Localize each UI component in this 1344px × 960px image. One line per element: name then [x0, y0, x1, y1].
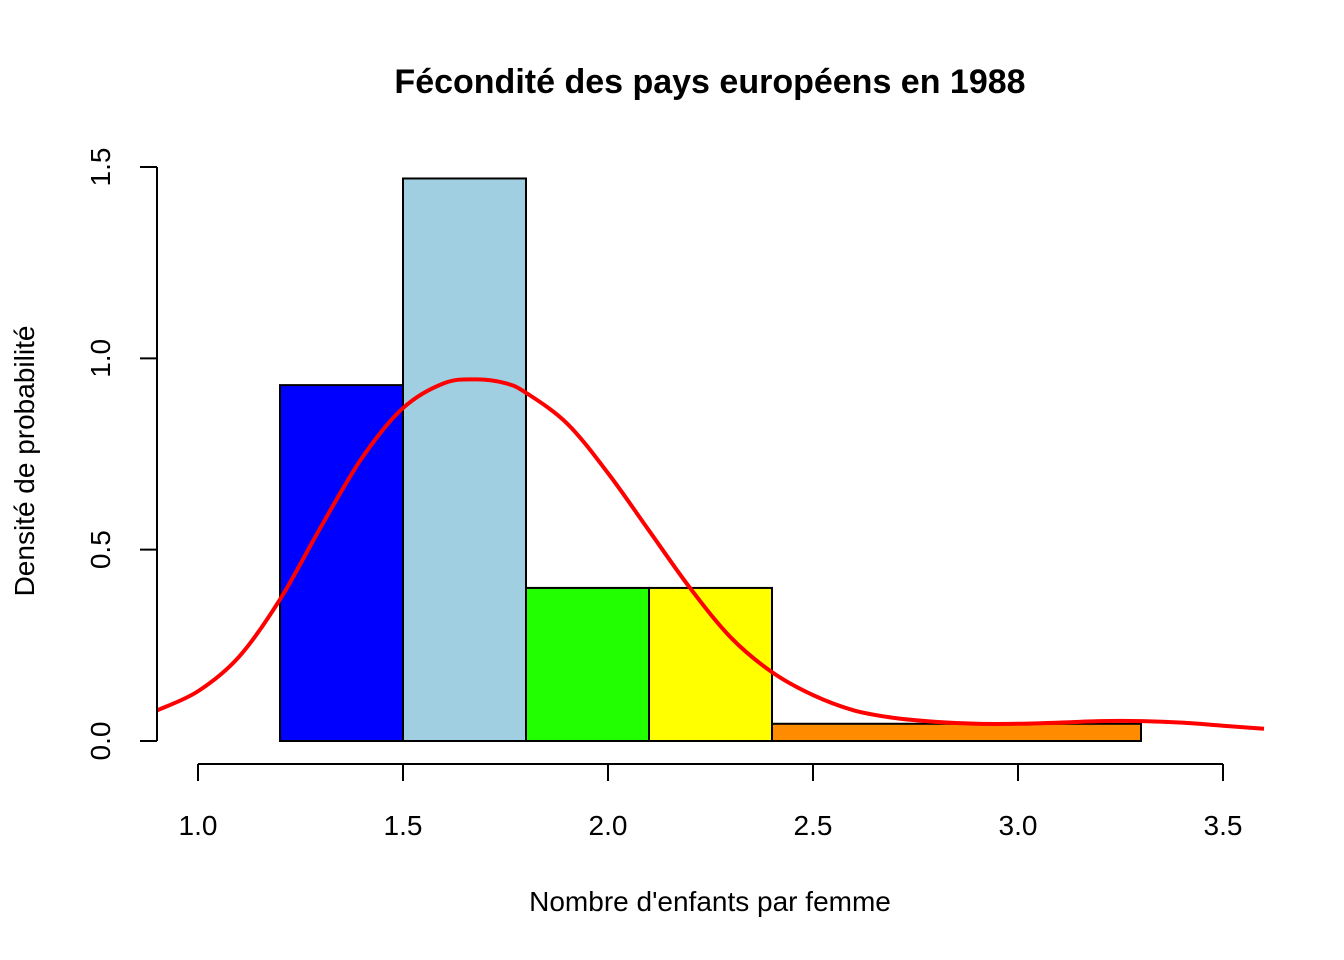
y-tick-label-0: 0.0	[85, 722, 116, 761]
x-tick-label-2: 2.0	[589, 810, 628, 841]
x-tick-label-0: 1.0	[179, 810, 218, 841]
y-axis: 0.0 0.5 1.0 1.5	[85, 148, 158, 761]
x-axis: 1.0 1.5 2.0 2.5 3.0 3.5	[179, 763, 1243, 841]
chart-title: Fécondité des pays européens en 1988	[394, 63, 1025, 101]
density-curve	[156, 377, 1265, 731]
x-tick-label-5: 3.5	[1204, 810, 1243, 841]
x-axis-label: Nombre d'enfants par femme	[529, 886, 891, 917]
y-tick-label-1: 0.5	[85, 530, 116, 569]
x-tick-label-4: 3.0	[999, 810, 1038, 841]
histogram-bar-2	[402, 177, 527, 743]
histogram-bar-3	[525, 586, 650, 743]
histogram-bars	[279, 177, 1142, 743]
y-tick-label-2: 1.0	[85, 339, 116, 378]
density-curve-layer	[156, 377, 1265, 731]
histogram-bar-5	[771, 722, 1142, 743]
x-tick-label-1: 1.5	[384, 810, 423, 841]
y-axis-label: Densité de probabilité	[9, 326, 40, 597]
histogram-bar-1	[279, 384, 404, 742]
y-tick-label-3: 1.5	[85, 148, 116, 187]
x-tick-label-3: 2.5	[794, 810, 833, 841]
